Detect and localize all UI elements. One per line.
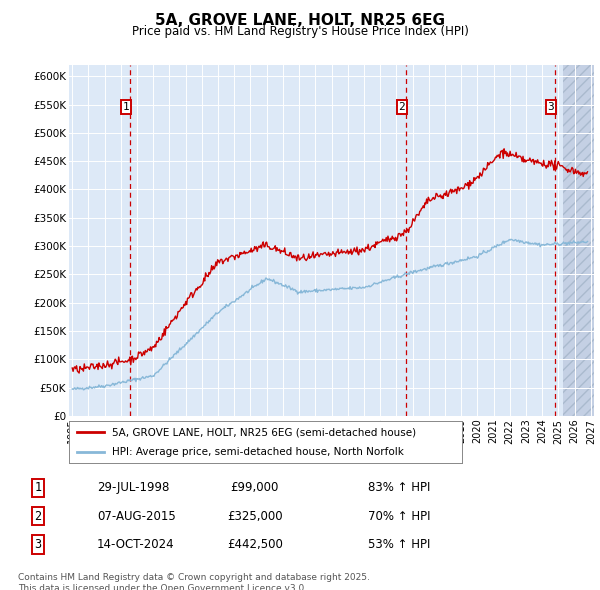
Text: 5A, GROVE LANE, HOLT, NR25 6EG: 5A, GROVE LANE, HOLT, NR25 6EG <box>155 13 445 28</box>
Text: 3: 3 <box>548 103 554 112</box>
Text: 2: 2 <box>34 510 41 523</box>
Text: 3: 3 <box>34 538 41 551</box>
Text: 2: 2 <box>398 103 406 112</box>
Text: HPI: Average price, semi-detached house, North Norfolk: HPI: Average price, semi-detached house,… <box>112 447 404 457</box>
Text: 5A, GROVE LANE, HOLT, NR25 6EG (semi-detached house): 5A, GROVE LANE, HOLT, NR25 6EG (semi-det… <box>112 427 416 437</box>
Text: Contains HM Land Registry data © Crown copyright and database right 2025.
This d: Contains HM Land Registry data © Crown c… <box>18 573 370 590</box>
Text: £325,000: £325,000 <box>227 510 283 523</box>
Text: 83% ↑ HPI: 83% ↑ HPI <box>368 481 430 494</box>
Text: 70% ↑ HPI: 70% ↑ HPI <box>368 510 430 523</box>
Text: £442,500: £442,500 <box>227 538 283 551</box>
Text: Price paid vs. HM Land Registry's House Price Index (HPI): Price paid vs. HM Land Registry's House … <box>131 25 469 38</box>
Bar <box>563 19 600 416</box>
Text: 1: 1 <box>122 103 130 112</box>
Text: 29-JUL-1998: 29-JUL-1998 <box>97 481 169 494</box>
Text: £99,000: £99,000 <box>230 481 279 494</box>
Text: 14-OCT-2024: 14-OCT-2024 <box>97 538 175 551</box>
Text: 53% ↑ HPI: 53% ↑ HPI <box>368 538 430 551</box>
Text: 07-AUG-2015: 07-AUG-2015 <box>97 510 176 523</box>
Text: 1: 1 <box>34 481 41 494</box>
